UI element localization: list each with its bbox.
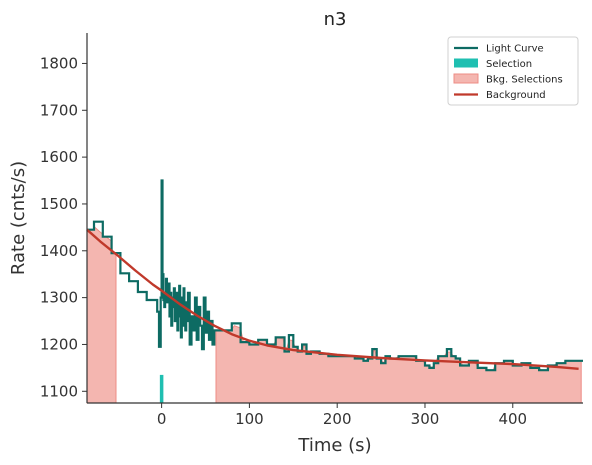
chart-title: n3 xyxy=(324,9,347,30)
y-tick-label: 1400 xyxy=(40,242,78,260)
y-tick-label: 1100 xyxy=(40,382,78,400)
y-tick-label: 1600 xyxy=(40,148,78,166)
legend-swatch-selection xyxy=(454,58,478,68)
y-tick-label: 1300 xyxy=(40,289,78,307)
y-tick-label: 1800 xyxy=(40,54,78,72)
light-curve-line xyxy=(87,179,583,372)
x-axis-title: Time (s) xyxy=(297,435,371,456)
legend-box xyxy=(447,36,579,106)
legend: Light Curve Selection Bkg. Selections Backg… xyxy=(447,36,579,106)
legend-label: Bkg. Selections xyxy=(486,75,563,86)
legend-swatch-bkg-selections xyxy=(453,73,479,84)
y-tick-label: 1200 xyxy=(40,335,78,353)
axes: 0 100 200 300 400 1100 1200 1300 1400 1500 1600 170… xyxy=(40,33,583,428)
plot-area xyxy=(86,179,583,404)
x-tick-label: 400 xyxy=(498,410,527,428)
legend-label: Background xyxy=(486,90,546,101)
x-tick-label: 100 xyxy=(235,410,264,428)
background-line xyxy=(86,228,579,370)
selection-region xyxy=(159,374,164,403)
y-axis-title: Rate (cnts/s) xyxy=(8,161,29,275)
x-tick-label: 200 xyxy=(323,410,352,428)
legend-label: Selection xyxy=(486,59,532,70)
y-tick-label: 1500 xyxy=(40,195,78,213)
legend-label: Light Curve xyxy=(486,44,544,55)
y-tick-label: 1700 xyxy=(40,101,78,119)
x-tick-label: 0 xyxy=(157,410,167,428)
x-tick-label: 300 xyxy=(411,410,440,428)
